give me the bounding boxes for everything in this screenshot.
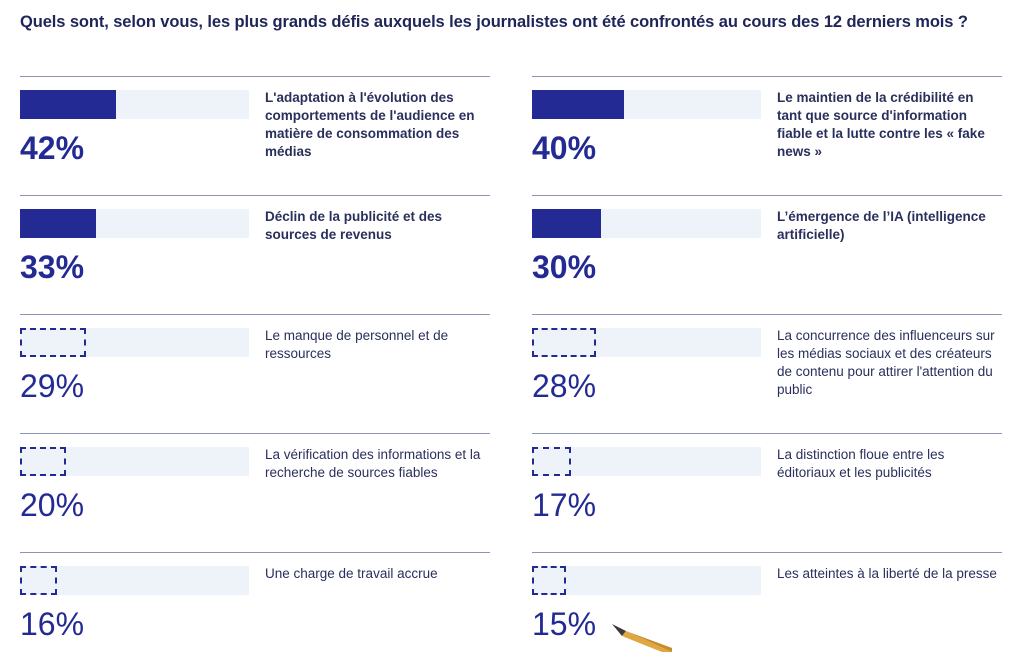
bar-track [532, 447, 761, 476]
bar-track [20, 209, 249, 238]
category-label: La vérification des informations et la r… [265, 447, 481, 480]
bar-fill [532, 566, 566, 595]
value-label: 42% [20, 130, 85, 166]
column-left: 42% L'adaptation à l'évolution des compor… [20, 76, 490, 671]
chart-row: 17% La distinction floue entre les éditor… [532, 433, 1002, 552]
category-label: L’émergence de l’IA (intelligence artifi… [777, 209, 986, 242]
category-label: Le manque de personnel et de ressources [265, 328, 449, 361]
category-label: Le maintien de la crédibilité en tant qu… [777, 90, 985, 159]
chart-row: 20% La vérification des informations et l… [20, 433, 490, 552]
bar-track [20, 328, 249, 357]
value-label: 20% [20, 487, 85, 523]
bar-track [20, 566, 249, 595]
bar-fill [20, 90, 116, 119]
bar-fill [532, 447, 571, 476]
bar-track [532, 209, 761, 238]
category-label: Les atteintes à la liberté de la presse [777, 566, 997, 581]
value-label: 40% [532, 130, 597, 166]
pencil-icon [612, 624, 672, 652]
category-label: La distinction floue entre les éditoriau… [777, 447, 945, 480]
bar-fill [532, 90, 624, 119]
chart-row: 15% Les atteintes à la liberté de la pres… [532, 552, 1002, 671]
chart-row: 33% Déclin de la publicité et des sources… [20, 195, 490, 314]
bar-track [20, 90, 249, 119]
value-label: 17% [532, 487, 597, 523]
value-label: 29% [20, 368, 85, 404]
chart-row: 42% L'adaptation à l'évolution des compor… [20, 76, 490, 195]
bar-track [532, 566, 761, 595]
column-right: 40% Le maintien de la crédibilité en tant… [532, 76, 1002, 671]
value-label: 16% [20, 606, 85, 642]
chart-row: 29% Le manque de personnel et de ressourc… [20, 314, 490, 433]
bar-fill [20, 328, 86, 357]
category-label: Déclin de la publicité et des sources de… [265, 209, 443, 242]
bar-track [20, 447, 249, 476]
chart-row: 16% Une charge de travail accrue [20, 552, 490, 671]
chart-row: 40% Le maintien de la crédibilité en tant… [532, 76, 1002, 195]
value-label: 30% [532, 249, 597, 285]
category-label: Une charge de travail accrue [265, 566, 438, 581]
bar-track [532, 328, 761, 357]
chart-row: 30% L’émergence de l’IA (intelligence art… [532, 195, 1002, 314]
bar-fill [532, 209, 601, 238]
value-label: 33% [20, 249, 85, 285]
value-label: 28% [532, 368, 597, 404]
bar-fill [532, 328, 596, 357]
chart-title: Quels sont, selon vous, les plus grands … [20, 13, 968, 31]
chart-row: 28% La concurrence des influenceurs sur l… [532, 314, 1002, 433]
bar-fill [20, 566, 57, 595]
bar-fill [20, 447, 66, 476]
bar-fill [20, 209, 96, 238]
value-label: 15% [532, 606, 597, 642]
category-label: La concurrence des influenceurs sur les … [777, 328, 995, 397]
bar-track [532, 90, 761, 119]
category-label: L'adaptation à l'évolution des comportem… [265, 90, 475, 159]
